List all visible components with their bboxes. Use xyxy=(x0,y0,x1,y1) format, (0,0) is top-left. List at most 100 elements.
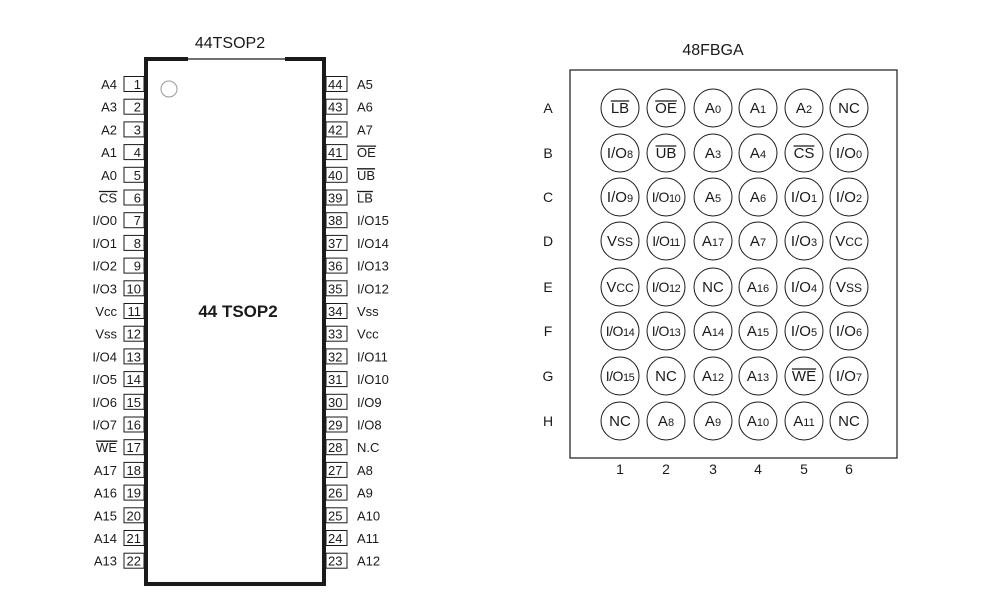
ball-label-sub: 0 xyxy=(856,149,862,161)
pin-box xyxy=(325,98,348,115)
bga-ball: A1 xyxy=(738,88,778,128)
bga-ball: I/O8 xyxy=(600,133,640,173)
pin-number: 9 xyxy=(134,259,141,274)
ball-label-main: A xyxy=(747,368,757,385)
ball-outline xyxy=(738,401,778,441)
ball-label-sub: 13 xyxy=(669,327,681,339)
pin-label: N.C xyxy=(357,440,379,455)
ball-outline xyxy=(784,177,824,217)
ball-outline xyxy=(738,356,778,396)
ball-label-sub: 8 xyxy=(627,149,633,161)
ball-outline xyxy=(784,221,824,261)
bga-body xyxy=(569,69,898,459)
ball-outline xyxy=(693,267,733,307)
ball-label-sub: 3 xyxy=(715,149,721,161)
pin-label: A14 xyxy=(94,531,117,546)
ball-label: CS xyxy=(794,145,815,162)
pin: 9 I/O2 xyxy=(92,257,145,274)
pin-label: I/O10 xyxy=(357,372,389,387)
pin-number: 24 xyxy=(328,531,342,546)
ball-label: VCC xyxy=(835,233,863,250)
pin-number: 21 xyxy=(127,531,141,546)
pin-box xyxy=(123,98,145,115)
ball-outline xyxy=(600,401,640,441)
ball-label: I/O3 xyxy=(791,233,817,250)
ball-label-main: I/O xyxy=(652,189,670,205)
bga-ball: NC xyxy=(646,356,686,396)
tsop-body-label: 44 TSOP2 xyxy=(198,302,277,321)
bga-row-label: A xyxy=(543,100,553,116)
bga-row-label: C xyxy=(543,189,553,205)
ball-label-main: A xyxy=(747,413,757,430)
pin-label: I/O15 xyxy=(357,213,389,228)
ball-label-sub: SS xyxy=(846,281,862,295)
pin-label: I/O3 xyxy=(92,281,117,296)
pin-box xyxy=(325,530,348,546)
ball-outline xyxy=(829,401,869,441)
bga-ball: NC xyxy=(829,401,869,441)
pin: 22 A13 xyxy=(94,552,145,569)
pin-label: I/O2 xyxy=(92,259,117,274)
pin-label: A6 xyxy=(357,100,373,115)
bga-ball: A5 xyxy=(693,177,733,217)
ball-label: I/O11 xyxy=(652,233,680,249)
pin1-marker xyxy=(160,80,178,98)
pin: 32 I/O11 xyxy=(325,348,388,365)
pin-box xyxy=(123,393,145,410)
bga-ball: A4 xyxy=(738,133,778,173)
ball-label: A14 xyxy=(702,323,724,340)
ball-label-sub: 3 xyxy=(811,237,817,249)
ball-label: VCC xyxy=(606,279,634,296)
pin-box xyxy=(325,121,348,138)
ball-outline xyxy=(646,401,686,441)
pin-number: 36 xyxy=(328,259,342,274)
pin-box xyxy=(123,121,145,138)
pin: 2 A3 xyxy=(101,98,145,115)
ball-label: A8 xyxy=(658,413,674,430)
ball-outline xyxy=(600,267,640,307)
pin-box xyxy=(123,303,145,319)
bga-row-labels: A B C D E F G H xyxy=(543,100,554,429)
bga-ball: NC xyxy=(693,267,733,307)
bga-ball: VSS xyxy=(600,221,640,261)
bga-ball: I/O9 xyxy=(600,177,640,217)
pin-label: I/O1 xyxy=(92,236,117,251)
pin-number: 18 xyxy=(127,463,141,478)
pin: 3 A2 xyxy=(101,121,145,138)
ball-label-main: A xyxy=(702,323,712,340)
pin: 42 A7 xyxy=(325,121,373,138)
pin: 27 A8 xyxy=(325,461,373,478)
ball-label: NC xyxy=(655,368,677,385)
ball-label: VSS xyxy=(607,233,633,250)
ball-label-sub: 5 xyxy=(811,327,817,339)
ball-label-sub: 15 xyxy=(623,372,635,384)
ball-label: OE xyxy=(655,100,677,117)
bga-ball: I/O7 xyxy=(829,356,869,396)
ball-label: A17 xyxy=(702,233,724,250)
ball-outline xyxy=(738,267,778,307)
pin-box xyxy=(325,484,348,501)
bga-col-label: 6 xyxy=(845,461,853,477)
ball-outline xyxy=(693,221,733,261)
ball-label-main: LB xyxy=(611,100,629,117)
bga-ball: I/O3 xyxy=(784,221,824,261)
bga-col-label: 3 xyxy=(709,461,717,477)
bga-ball: I/O14 xyxy=(600,311,640,351)
pin-number: 28 xyxy=(328,440,342,455)
ball-outline xyxy=(646,267,686,307)
pin-label: Vcc xyxy=(357,327,379,342)
ball-outline xyxy=(738,88,778,128)
ball-label-main: UB xyxy=(656,145,677,162)
pin: 34 Vss xyxy=(325,303,379,319)
bga-row-label: G xyxy=(543,368,554,384)
pin-box xyxy=(123,76,145,92)
ball-label-sub: 5 xyxy=(715,193,721,205)
ball-outline xyxy=(646,177,686,217)
pin-label: CS xyxy=(99,191,117,206)
ball-outline xyxy=(784,133,824,173)
ball-label: NC xyxy=(838,100,860,117)
pin-number: 44 xyxy=(328,77,342,92)
ball-label-main: I/O xyxy=(652,279,670,295)
